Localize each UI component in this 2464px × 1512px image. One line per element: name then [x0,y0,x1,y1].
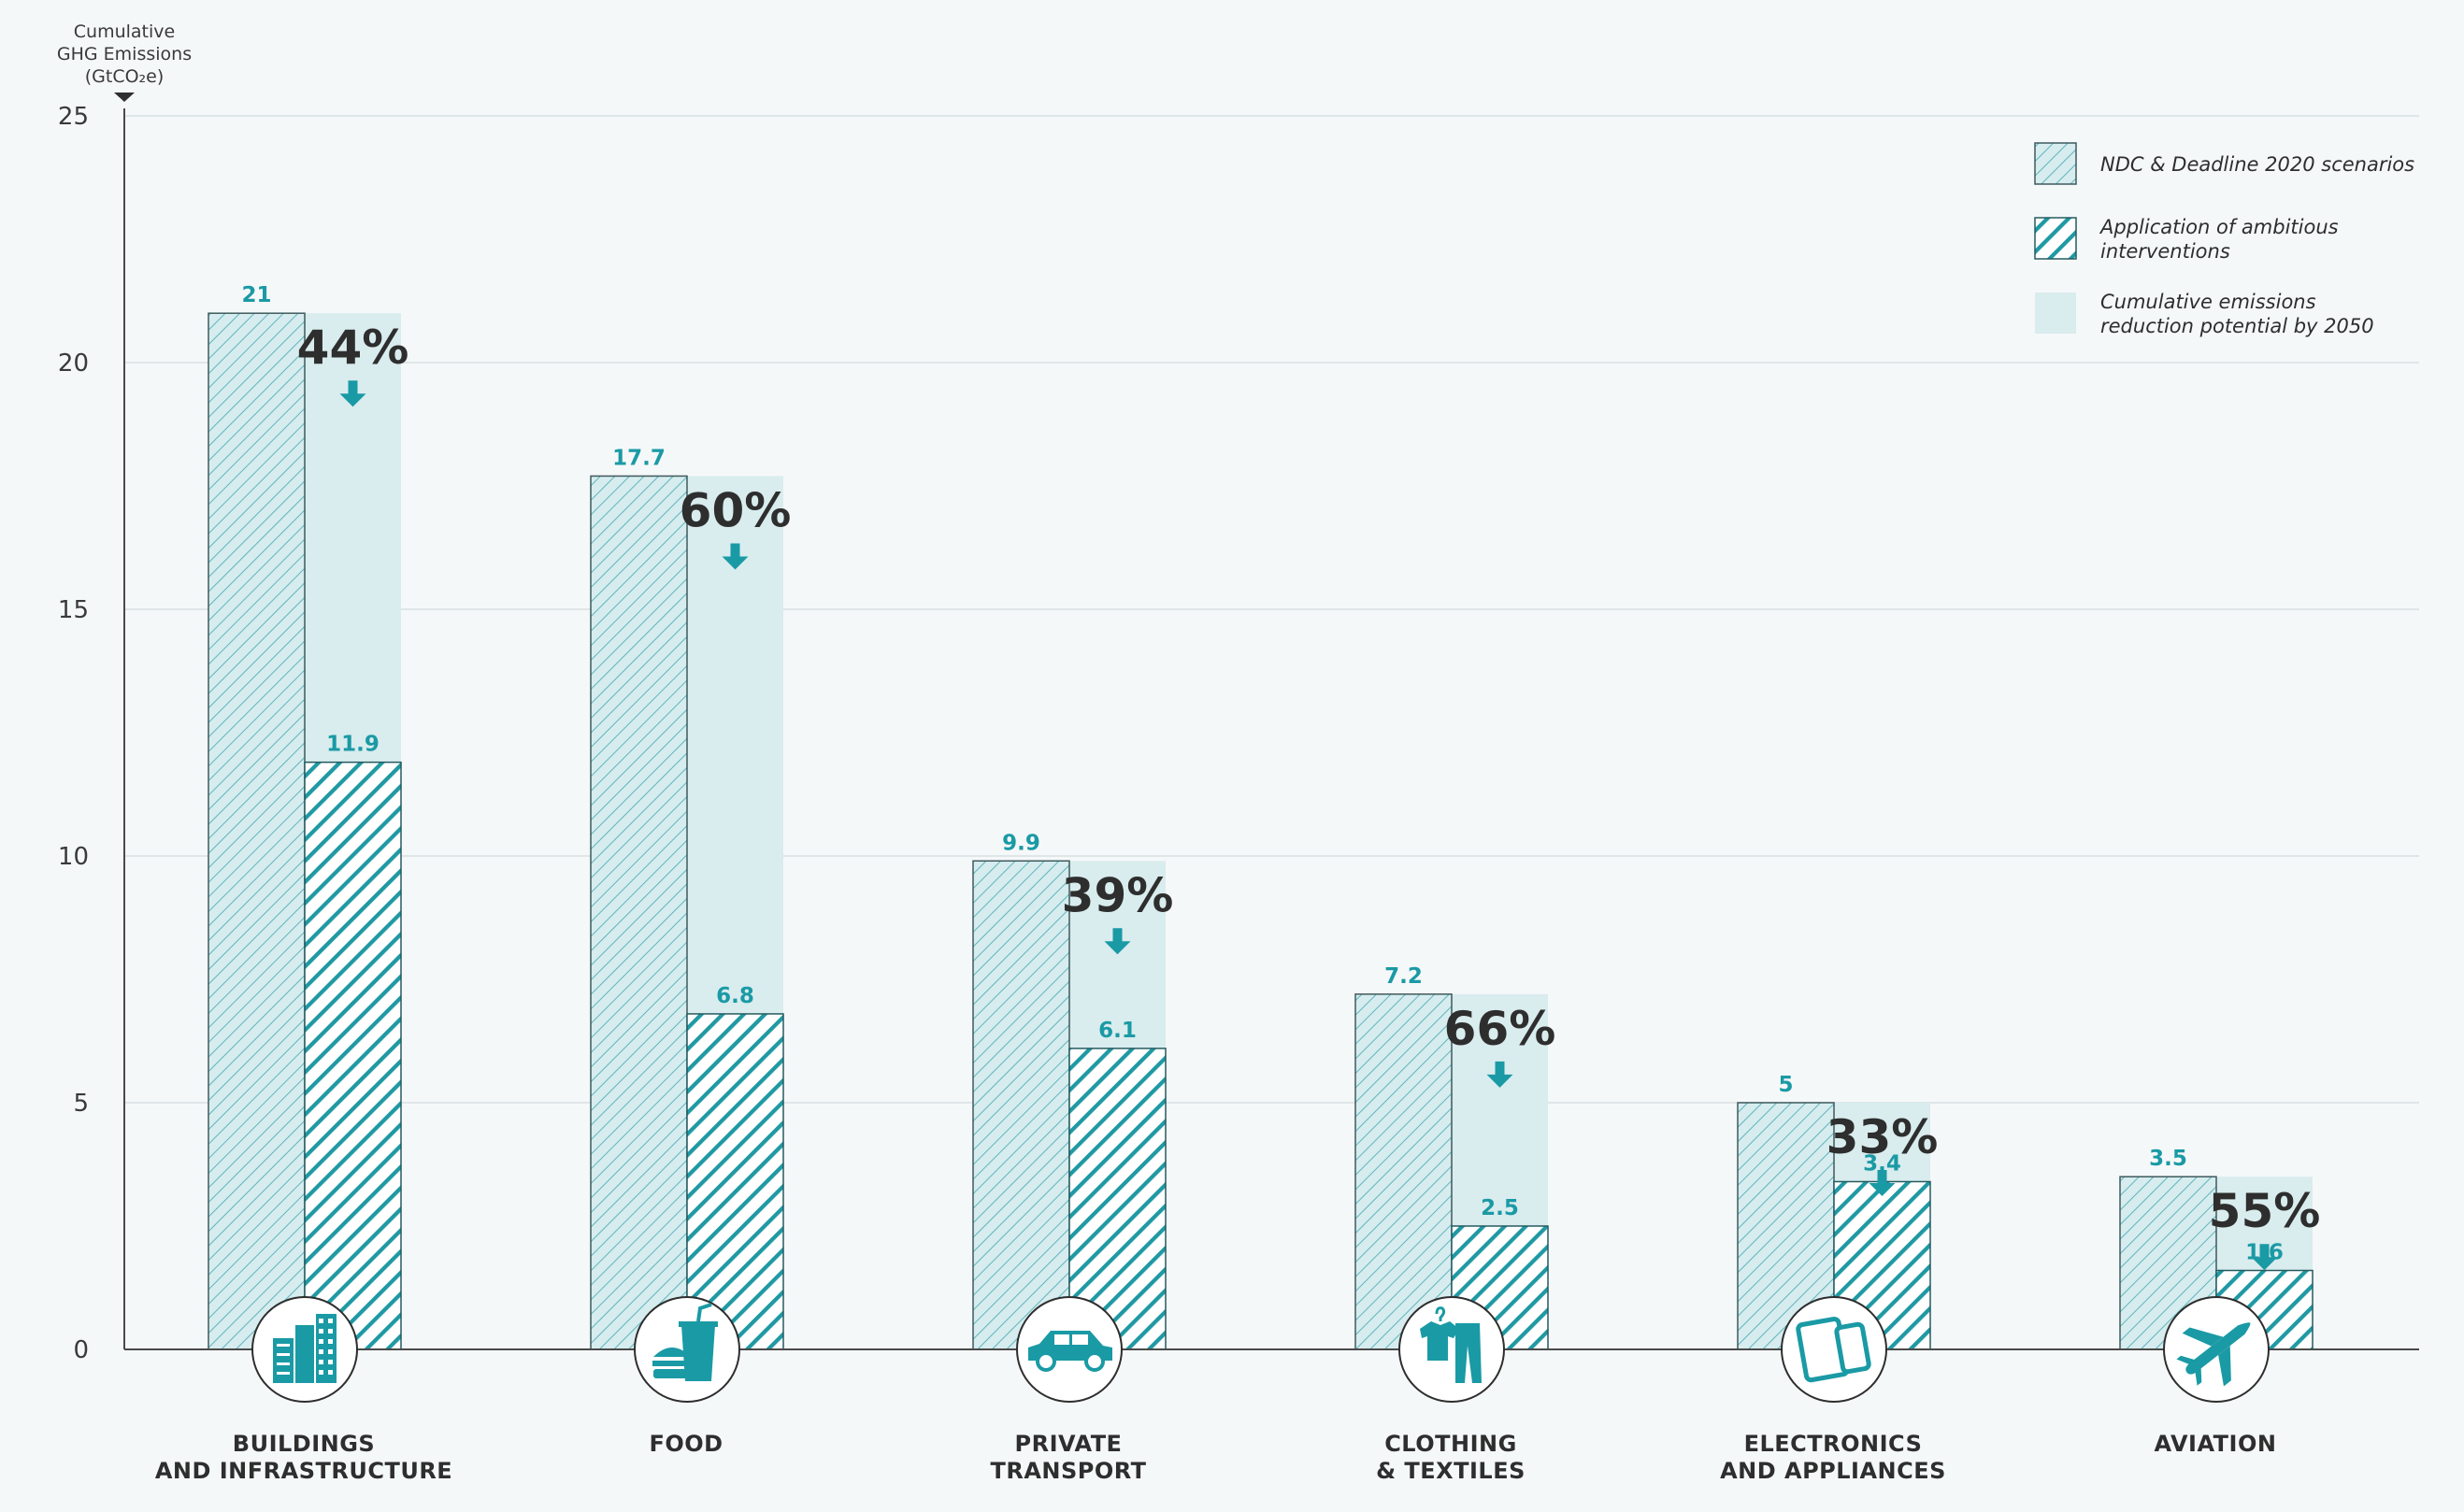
bar-ndc [208,312,306,1350]
value-label-ambitious: 6.8 [716,984,754,1008]
value-label-ndc: 3.5 [2149,1147,2187,1171]
value-label-ambitious: 6.1 [1098,1019,1137,1043]
y-tick-label: 0 [73,1336,89,1364]
reduction-area [1834,1103,1930,1182]
legend-swatch [2035,292,2076,334]
car-icon [1016,1296,1123,1403]
bar-ndc [972,860,1070,1350]
category-label: BUILDINGS [233,1431,375,1457]
down-arrow-icon [339,380,366,407]
reduction-percent: 33% [1827,1110,1939,1164]
y-axis-title: GHG Emissions [57,44,192,64]
category-label: AVIATION [2155,1431,2277,1457]
value-label-ambitious: 11.9 [326,733,380,757]
legend: NDC & Deadline 2020 scenarios Application… [2034,142,2414,337]
legend-label: Cumulative emissions [2100,291,2316,313]
reduction-areas [305,313,2313,1271]
legend-swatch [2034,217,2077,260]
value-label-ndc: 17.7 [612,446,666,470]
gridlines [124,115,2419,1104]
down-arrow-icon [1869,1170,1896,1196]
y-tick-label: 5 [73,1090,89,1118]
y-tick-label: 20 [58,349,89,378]
airplane-icon [2163,1296,2270,1403]
value-label-ndc: 21 [241,283,271,307]
down-arrow-icon [1104,928,1131,955]
legend-label: Application of ambitious [2099,216,2339,238]
y-tick-label: 10 [58,843,89,871]
value-label-ndc: 5 [1778,1073,1793,1097]
legend-swatch [2034,142,2077,185]
category-label: ELECTRONICS [1744,1431,1923,1457]
down-arrow-icon [1486,1061,1513,1088]
category-label: PRIVATE [1015,1431,1123,1457]
devices-icon [1781,1296,1887,1403]
food-icon [634,1296,740,1403]
bars [208,312,2314,1350]
reduction-percent: 44% [297,321,409,375]
category-label: FOOD [649,1431,723,1457]
category-label: TRANSPORT [990,1458,1146,1484]
down-arrow-icon [722,543,749,570]
y-axis-title: Cumulative [74,21,175,42]
y-tick-label: 25 [58,103,89,131]
category-label: & TEXTILES [1376,1458,1526,1484]
y-axis-arrow [114,93,135,102]
reduction-percent: 60% [680,483,792,537]
y-tick-label: 15 [58,596,89,624]
value-label-ndc: 7.2 [1384,964,1423,989]
bar-ambitious [686,1013,784,1350]
reduction-percent: 66% [1444,1002,1556,1056]
buildings-icon [251,1296,358,1403]
bar-ambitious [304,761,402,1350]
reduction-area [1452,993,1548,1226]
legend-label: interventions [2100,240,2230,263]
bar-ndc [1354,993,1453,1350]
bar-ndc [590,475,688,1350]
value-label-ndc: 9.9 [1002,831,1040,855]
reduction-percent: 55% [2209,1184,2321,1238]
clothing-icon [1398,1296,1505,1403]
category-label: CLOTHING [1384,1431,1517,1457]
category-label: AND APPLIANCES [1720,1458,1946,1484]
down-arrow-icon [2251,1244,2278,1271]
value-label-ambitious: 2.5 [1481,1196,1519,1220]
y-axis-title: (GtCO₂e) [85,66,165,87]
reduction-percent: 39% [1062,868,1174,922]
category-label: AND INFRASTRUCTURE [155,1458,452,1484]
legend-label: NDC & Deadline 2020 scenarios [2100,153,2414,176]
legend-label: reduction potential by 2050 [2100,315,2374,337]
reduction-area [1069,861,1166,1048]
category-icons [251,1296,2270,1403]
